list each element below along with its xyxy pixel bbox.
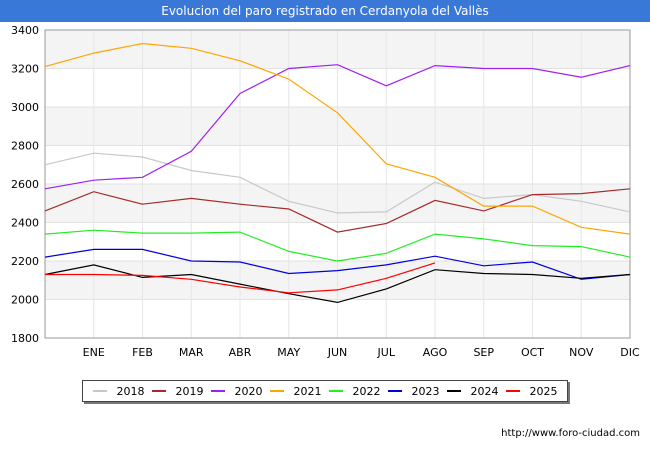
y-tick-label: 3400	[11, 24, 39, 37]
y-tick-label: 1800	[11, 332, 39, 345]
x-tick-label: OCT	[521, 346, 544, 359]
series-line-2021	[44, 42, 631, 235]
y-tick-label: 2200	[11, 255, 39, 268]
y-axis-ticks: 1800 2000 2200 2400 2600 2800 3000 3200 3400	[11, 24, 39, 345]
legend-label: 2025	[529, 384, 558, 398]
y-tick-label: 2600	[11, 178, 39, 191]
legend-label: 2021	[293, 384, 322, 398]
y-tick-label: 2400	[11, 217, 39, 230]
legend-swatch	[92, 390, 107, 392]
y-tick-label: 2000	[11, 294, 39, 307]
x-tick-label: FEB	[132, 346, 153, 359]
y-tick-label: 3200	[11, 63, 39, 76]
x-tick-label: SEP	[473, 346, 494, 359]
legend-swatch	[505, 390, 520, 392]
legend-label: 2018	[116, 384, 145, 398]
legend-swatch	[210, 390, 225, 392]
plot-frame	[44, 29, 631, 339]
legend-label: 2019	[175, 384, 204, 398]
legend-swatch	[387, 390, 402, 392]
x-tick-label: ENE	[83, 346, 105, 359]
legend-label: 2022	[352, 384, 381, 398]
legend-item-2024: 2024	[446, 384, 499, 398]
x-axis-ticks: ENE FEB MAR ABR MAY JUN JUL AGO SEP OCT NOV DIC	[83, 346, 640, 359]
legend-label: 2020	[234, 384, 263, 398]
series-line-2022	[44, 229, 631, 262]
chart-axes	[44, 29, 631, 339]
legend-label: 2023	[411, 384, 440, 398]
legend-swatch	[446, 390, 461, 392]
series-line-2023	[44, 248, 631, 280]
legend-item-2025: 2025	[505, 384, 558, 398]
x-tick-label: ABR	[229, 346, 252, 359]
series-line-2025	[45, 262, 436, 294]
footer-url: http://www.foro-ciudad.com	[501, 428, 640, 439]
x-tick-label: MAY	[277, 346, 300, 359]
x-tick-label: NOV	[569, 346, 594, 359]
x-tick-label: JUN	[327, 346, 348, 359]
legend-item-2022: 2022	[328, 384, 381, 398]
grid-lines	[45, 29, 631, 339]
legend-item-2018: 2018	[92, 384, 145, 398]
legend-item-2023: 2023	[387, 384, 440, 398]
legend-item-2020: 2020	[210, 384, 263, 398]
legend-swatch	[328, 390, 343, 392]
x-tick-label: DIC	[620, 346, 640, 359]
chart-title: Evolucion del paro registrado en Cerdany…	[0, 0, 650, 22]
y-tick-label: 3000	[11, 101, 39, 114]
series-line-2019	[44, 188, 631, 233]
series-lines	[44, 42, 631, 304]
y-tick-label: 2800	[11, 140, 39, 153]
legend-item-2019: 2019	[151, 384, 204, 398]
legend-swatch	[151, 390, 166, 392]
legend-item-2021: 2021	[269, 384, 322, 398]
x-tick-label: JUL	[377, 346, 396, 359]
legend-swatch	[269, 390, 284, 392]
chart-legend: 2018 2019 2020 2021 2022 2023 2024 2025	[82, 380, 568, 402]
legend-label: 2024	[470, 384, 499, 398]
series-line-2024	[44, 264, 631, 304]
x-tick-label: AGO	[423, 346, 448, 359]
x-tick-label: MAR	[179, 346, 204, 359]
series-line-2020	[44, 64, 631, 190]
